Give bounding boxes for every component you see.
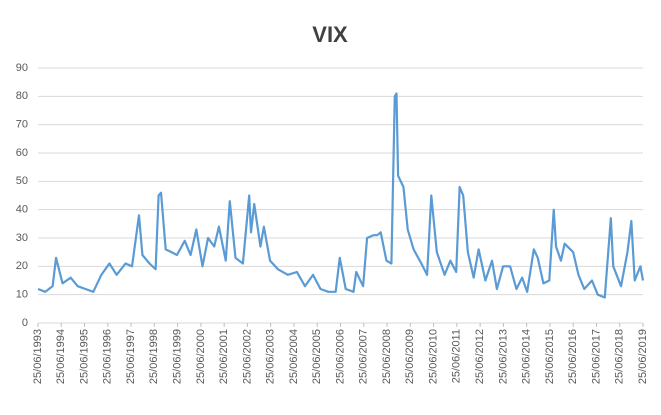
- y-tick-label: 50: [16, 175, 28, 187]
- x-tick-label: 25/06/1993: [32, 329, 44, 384]
- x-tick-label: 25/06/1994: [55, 329, 67, 384]
- x-tick-label: 25/06/2011: [451, 329, 463, 383]
- x-tick-label: 25/06/2012: [474, 329, 486, 384]
- x-tick-label: 25/06/2008: [381, 329, 393, 384]
- x-tick-label: 25/06/2014: [521, 329, 533, 384]
- x-tick-label: 25/06/2019: [637, 329, 649, 384]
- y-tick-label: 20: [16, 260, 28, 272]
- y-tick-label: 40: [16, 204, 28, 216]
- x-tick-label: 25/06/2015: [544, 329, 556, 384]
- x-tick-label: 25/06/2003: [265, 329, 277, 384]
- x-tick-label: 25/06/1997: [125, 329, 137, 384]
- x-tick-label: 25/06/1996: [102, 329, 114, 384]
- x-tick-label: 25/06/2010: [427, 329, 439, 384]
- x-tick-label: 25/06/2016: [567, 329, 579, 384]
- y-tick-label: 90: [16, 62, 28, 74]
- x-tick-label: 25/06/2006: [334, 329, 346, 384]
- y-tick-label: 80: [16, 90, 28, 102]
- chart-title: VIX: [312, 22, 348, 47]
- x-tick-label: 25/06/2002: [241, 329, 253, 384]
- x-tick-label: 25/06/2018: [614, 329, 626, 384]
- x-tick-label: 25/06/2013: [497, 329, 509, 384]
- x-tick-label: 25/06/2007: [358, 329, 370, 384]
- y-tick-label: 60: [16, 147, 28, 159]
- x-tick-label: 25/06/2004: [288, 329, 300, 384]
- x-tick-label: 25/06/2000: [195, 329, 207, 384]
- x-tick-label: 25/06/2001: [218, 329, 230, 384]
- y-tick-label: 70: [16, 119, 28, 131]
- y-tick-label: 10: [16, 289, 28, 301]
- x-tick-label: 25/06/1999: [171, 329, 183, 384]
- x-tick-label: 25/06/2009: [404, 329, 416, 384]
- y-tick-label: 30: [16, 232, 28, 244]
- x-tick-label: 25/06/1998: [148, 329, 160, 384]
- vix-line: [37, 92, 645, 299]
- y-tick-label: 0: [22, 317, 28, 329]
- x-tick-label: 25/06/2005: [311, 329, 323, 384]
- x-tick-label: 25/06/2017: [590, 329, 602, 384]
- x-tick-label: 25/06/1995: [78, 329, 90, 384]
